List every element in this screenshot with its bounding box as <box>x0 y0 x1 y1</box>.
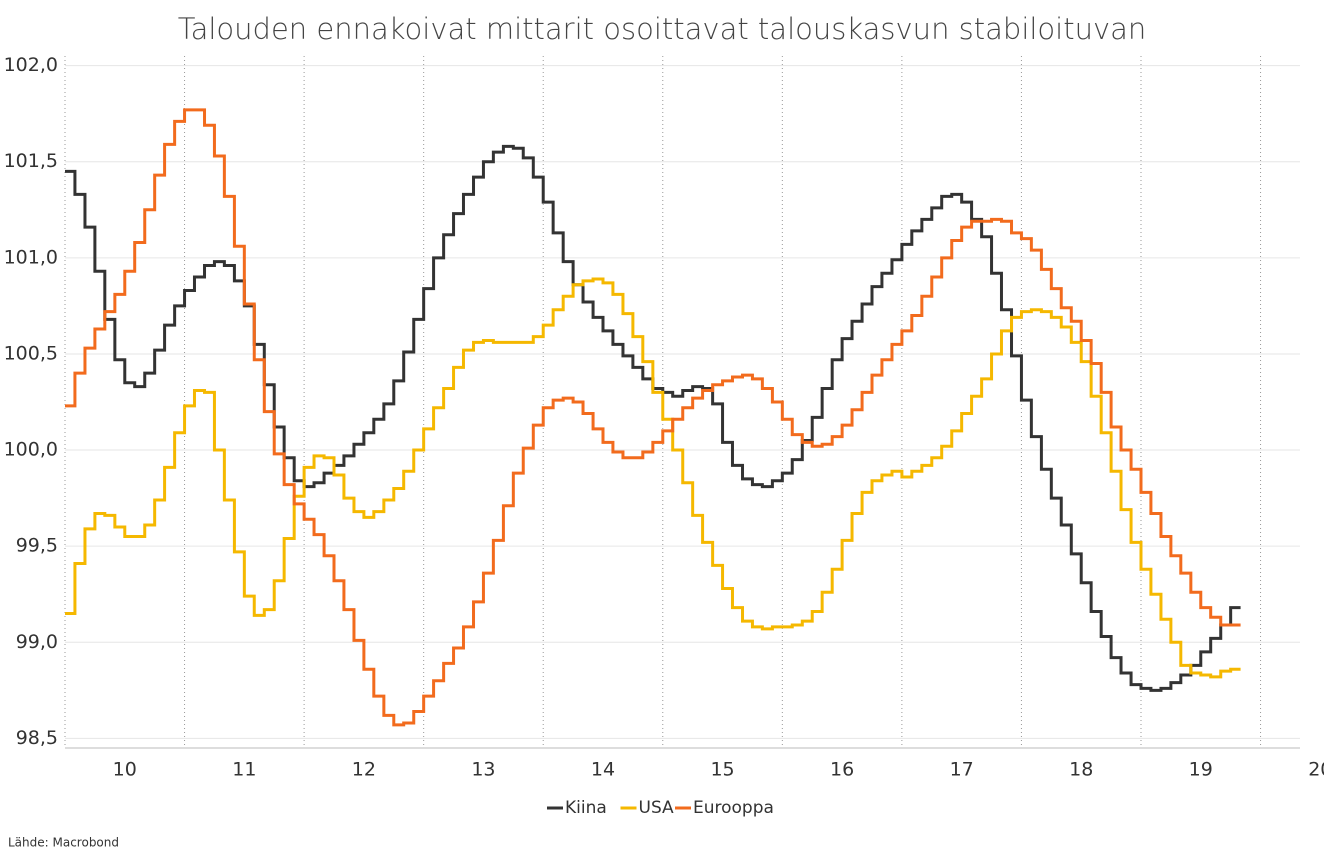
x-tick-label: 18 <box>1069 759 1093 781</box>
x-tick-label: 15 <box>710 759 734 781</box>
source: Lähde: Macrobond <box>8 836 119 850</box>
y-tick-label: 101,5 <box>4 150 58 172</box>
x-tick-label: 14 <box>591 759 615 781</box>
y-tick-label: 101,0 <box>4 246 58 268</box>
x-tick-label: 16 <box>830 759 854 781</box>
x-tick-label: 19 <box>1189 759 1213 781</box>
x-tick-label: 12 <box>352 759 376 781</box>
x-tick-label: 11 <box>232 759 256 781</box>
y-tick-label: 102,0 <box>4 54 58 76</box>
legend-label: USA <box>639 798 675 818</box>
x-tick-label: 13 <box>471 759 495 781</box>
x-tick-label: 10 <box>113 759 137 781</box>
y-tick-label: 99,0 <box>16 631 58 653</box>
x-tick-label: 20 <box>1308 759 1324 781</box>
series-line <box>65 144 1241 692</box>
legend-label: Eurooppa <box>693 798 774 818</box>
y-tick-label: 100,5 <box>4 342 58 364</box>
series-line <box>65 108 1241 727</box>
y-tick-label: 98,5 <box>16 727 58 749</box>
x-tick-label: 17 <box>950 759 974 781</box>
y-tick-label: 99,5 <box>16 535 58 557</box>
series-line <box>65 277 1241 679</box>
legend-label: Kiina <box>565 798 607 818</box>
y-tick-label: 100,0 <box>4 439 58 461</box>
chart-title: Talouden ennakoivat mittarit osoittavat … <box>178 12 1147 46</box>
